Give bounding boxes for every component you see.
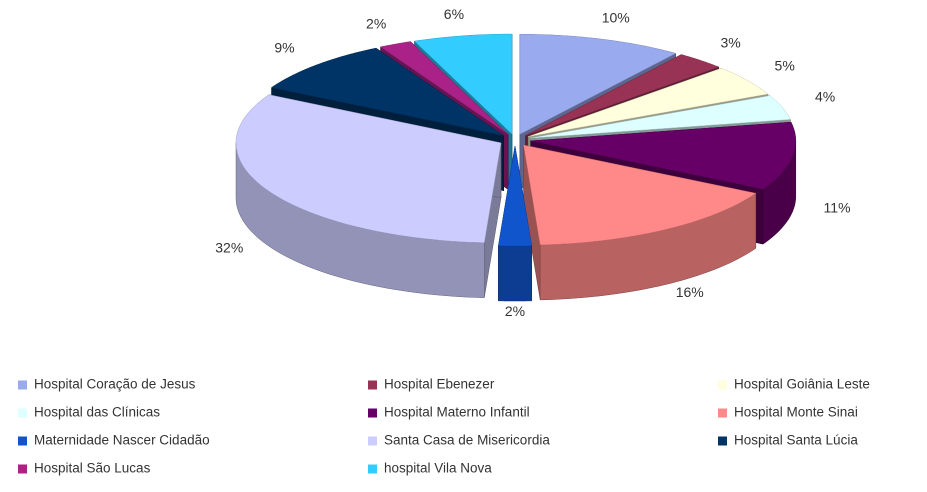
legend-label: Maternidade Nascer Cidadão bbox=[34, 433, 210, 448]
slice-wall bbox=[498, 245, 532, 302]
slice bbox=[498, 145, 532, 302]
slice-top bbox=[519, 34, 677, 135]
slice-top bbox=[528, 67, 769, 137]
slice-top bbox=[498, 145, 532, 247]
data-label: 10% bbox=[602, 10, 630, 26]
legend-label: Hospital Materno Infantil bbox=[384, 405, 530, 420]
slice-top bbox=[379, 41, 509, 135]
data-label: 2% bbox=[505, 303, 525, 319]
legend-label: Hospital São Lucas bbox=[34, 461, 151, 476]
slice-top bbox=[235, 94, 502, 243]
legend-label: Hospital das Clínicas bbox=[34, 405, 160, 420]
legend-swatch bbox=[18, 380, 27, 390]
legend-swatch bbox=[368, 380, 377, 390]
legend-label: hospital Vila Nova bbox=[384, 461, 492, 476]
data-label: 9% bbox=[274, 40, 294, 56]
legend-swatch bbox=[18, 408, 27, 418]
legend-swatch bbox=[368, 464, 377, 474]
pie bbox=[235, 33, 797, 302]
data-label: 5% bbox=[775, 58, 795, 74]
slice-top bbox=[530, 95, 791, 139]
slice bbox=[523, 144, 757, 301]
data-label: 2% bbox=[366, 15, 386, 31]
legend-label: Hospital Goiânia Leste bbox=[734, 377, 870, 392]
legend-swatch bbox=[718, 408, 727, 418]
slice-top bbox=[413, 33, 513, 135]
data-label: 16% bbox=[676, 284, 704, 300]
data-label: 4% bbox=[815, 89, 835, 105]
data-label: 11% bbox=[824, 199, 851, 215]
slice-top bbox=[530, 121, 797, 190]
data-label: 32% bbox=[215, 239, 243, 255]
slice-top bbox=[525, 54, 720, 136]
legend-swatch bbox=[718, 436, 727, 446]
legend-swatch bbox=[368, 408, 377, 418]
slice-top bbox=[523, 144, 757, 246]
slice bbox=[235, 94, 502, 298]
legend-label: Hospital Ebenezer bbox=[384, 377, 495, 392]
legend-swatch bbox=[368, 436, 377, 446]
legend-swatch bbox=[18, 464, 27, 474]
legend-label: Santa Casa de Misericordia bbox=[384, 433, 550, 448]
legend-swatch bbox=[18, 436, 27, 446]
legend-label: Hospital Monte Sinai bbox=[734, 405, 858, 420]
data-label: 3% bbox=[721, 34, 741, 50]
slice-top bbox=[270, 47, 504, 136]
legend-label: Hospital Coração de Jesus bbox=[34, 377, 196, 392]
legend-label: Hospital Santa Lúcia bbox=[734, 433, 858, 448]
data-label: 6% bbox=[444, 6, 464, 22]
legend-swatch bbox=[718, 380, 727, 390]
